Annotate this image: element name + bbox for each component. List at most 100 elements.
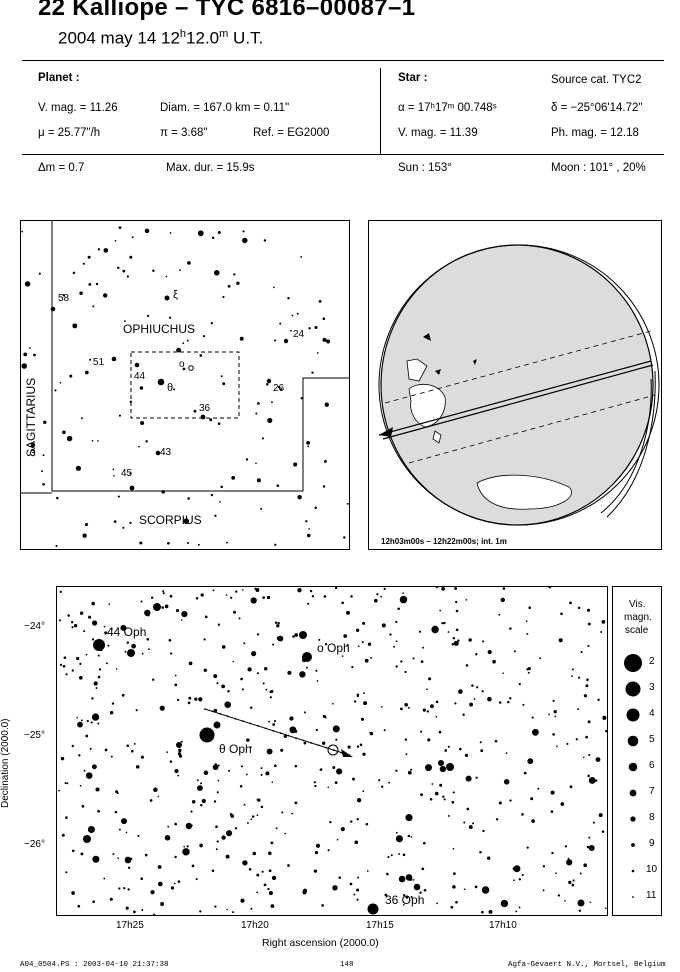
field-star [266, 383, 269, 386]
track-tick [302, 739, 305, 742]
field-star [289, 726, 297, 734]
field-star [602, 715, 607, 720]
label-star-45: 45 [121, 468, 133, 479]
field-star [427, 738, 431, 742]
field-star [272, 723, 276, 726]
field-star [271, 781, 274, 784]
field-star [246, 821, 249, 824]
field-star [80, 417, 83, 420]
field-star [178, 748, 182, 753]
label-ophiuchus: OPHIUCHUS [123, 322, 196, 336]
field-star [144, 609, 151, 617]
star-left-theta [176, 742, 182, 748]
field-star [469, 702, 474, 707]
field-star [429, 797, 433, 801]
field-star [300, 397, 303, 400]
field-star [139, 386, 144, 390]
field-star [564, 899, 566, 902]
field-star [287, 864, 290, 867]
field-star [270, 904, 275, 908]
field-star [141, 652, 144, 655]
field-star [384, 893, 388, 897]
field-star [83, 769, 86, 772]
target-star [182, 367, 186, 371]
field-star [441, 622, 444, 625]
field-star [294, 633, 298, 637]
field-star [412, 657, 415, 660]
header-divider-top [22, 60, 664, 61]
field-star [216, 840, 219, 843]
field-star [454, 587, 458, 590]
field-star [410, 835, 413, 838]
field-star [135, 709, 138, 712]
field-star [180, 619, 183, 621]
mag-dot-8 [630, 816, 636, 822]
field-star [63, 656, 67, 660]
field-star [173, 882, 176, 885]
field-star [124, 320, 126, 322]
mag-dot-9 [631, 843, 635, 847]
field-star [509, 697, 512, 700]
field-star [314, 506, 317, 509]
field-star [152, 269, 155, 273]
field-star [55, 544, 58, 547]
field-star [447, 745, 450, 748]
field-star [167, 541, 170, 545]
field-star [410, 895, 413, 898]
track-tick [211, 710, 214, 713]
field-star [260, 805, 264, 809]
field-star [271, 401, 273, 404]
field-star [444, 749, 448, 752]
field-star [245, 458, 249, 461]
field-star [395, 835, 403, 843]
field-star [502, 672, 504, 675]
field-star [226, 908, 228, 911]
field-star [269, 696, 272, 699]
track-tick [257, 725, 259, 727]
field-star [322, 741, 326, 745]
field-star [129, 521, 132, 525]
field-star [395, 831, 398, 834]
field-star [162, 590, 165, 593]
field-star [125, 831, 128, 834]
field-star [468, 825, 473, 830]
field-star [118, 828, 121, 831]
field-star [256, 873, 260, 877]
field-star [174, 822, 178, 826]
label-star-36: 36 [199, 403, 211, 414]
field-star [59, 663, 63, 667]
field-star [60, 756, 65, 761]
field-star [38, 272, 41, 275]
field-star [221, 684, 225, 689]
field-star [412, 879, 415, 881]
field-star [600, 631, 603, 633]
field-star [193, 409, 197, 413]
field-star [77, 721, 83, 728]
field-star [251, 815, 255, 818]
sun-elongation: Sun : 153° [398, 162, 452, 174]
field-star [552, 733, 555, 736]
field-star [81, 804, 85, 808]
field-star [343, 536, 346, 539]
field-star [355, 628, 360, 632]
field-star [133, 742, 136, 745]
field-star [402, 903, 405, 906]
field-star [95, 687, 98, 689]
field-star [452, 636, 456, 640]
field-star [203, 638, 206, 641]
field-star [78, 754, 81, 757]
y-axis-label: Declination (2000.0) [0, 718, 11, 809]
field-star [181, 610, 188, 618]
field-star [159, 705, 165, 711]
field-star [356, 898, 359, 901]
field-star [332, 766, 336, 769]
field-star [360, 717, 365, 721]
field-star [222, 295, 225, 299]
hour-unit: h [179, 28, 187, 40]
field-star [41, 470, 43, 473]
field-star [121, 818, 127, 825]
globe-caption: 12h03m00s – 12h22m00s; int. 1m [381, 537, 507, 546]
field-star [91, 697, 94, 700]
field-star [210, 493, 214, 497]
field-star [255, 412, 258, 415]
